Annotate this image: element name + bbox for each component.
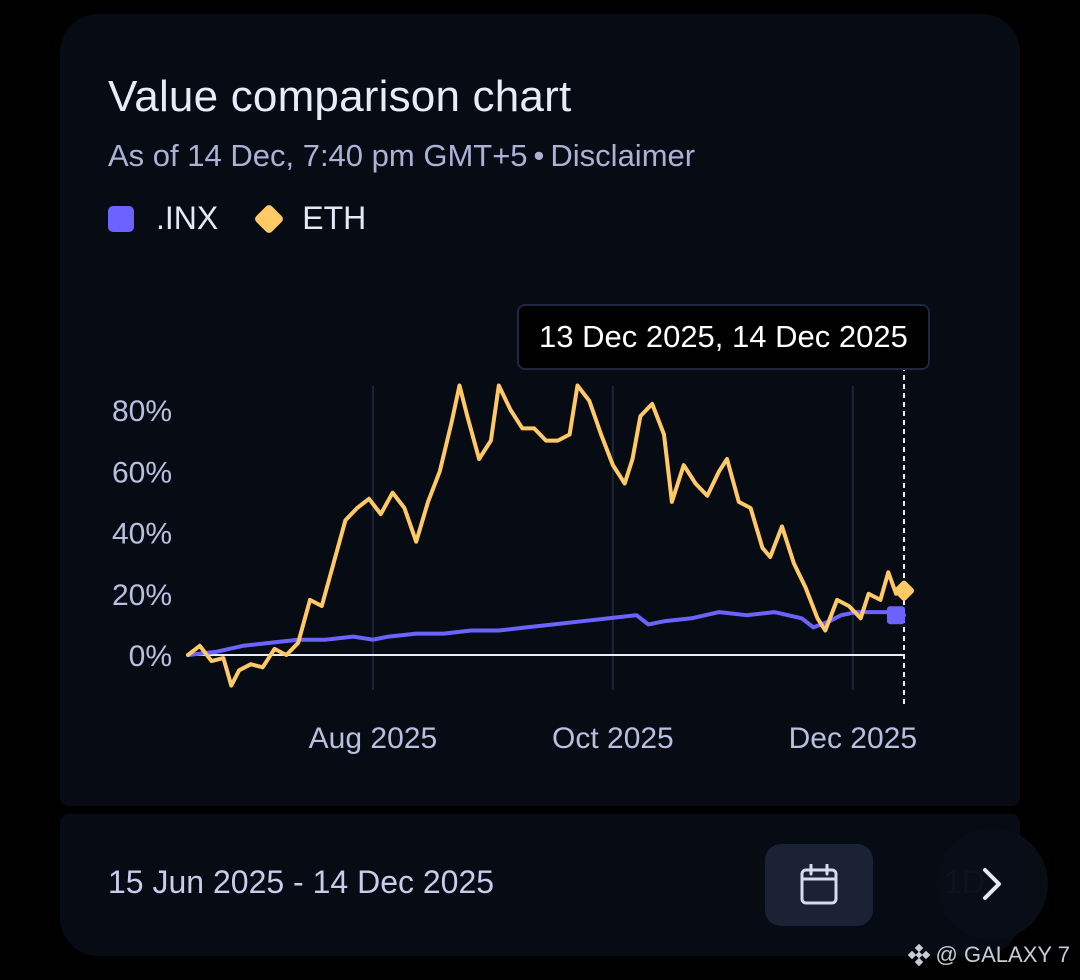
x-tick-label: Dec 2025	[789, 722, 917, 755]
binance-logo-icon	[907, 944, 930, 966]
subtitle-separator: •	[533, 138, 545, 173]
chart-card	[60, 14, 1020, 806]
disclaimer-link[interactable]: Disclaimer	[550, 138, 696, 173]
series-line-eth	[186, 383, 906, 688]
chart-title: Value comparison chart	[108, 72, 572, 121]
chart-tooltip: 13 Dec 2025, 14 Dec 2025	[517, 304, 930, 370]
y-tick-label: 60%	[112, 456, 172, 489]
legend-item-eth[interactable]: ETH	[252, 200, 366, 237]
legend-label-inx: .INX	[156, 200, 219, 236]
watermark-text: @ GALAXY 7	[935, 942, 1070, 967]
eth-end-marker	[893, 580, 915, 601]
next-button[interactable]	[936, 828, 1048, 940]
inx-end-marker	[887, 606, 905, 625]
date-range-label: 15 Jun 2025 - 14 Dec 2025	[108, 864, 495, 900]
y-tick-label: 20%	[112, 579, 172, 612]
legend-item-inx[interactable]: .INX	[108, 200, 218, 237]
y-tick-label: 80%	[112, 395, 172, 428]
inx-square-icon	[108, 205, 134, 232]
chart-subtitle: As of 14 Dec, 7:40 pm GMT+5 • Disclaimer	[108, 138, 695, 174]
as-of-text: As of 14 Dec, 7:40 pm GMT+5	[108, 138, 528, 173]
calendar-icon	[800, 864, 838, 905]
legend-label-eth: ETH	[302, 200, 367, 236]
chevron-right-icon	[983, 868, 1001, 900]
y-tick-label: 0%	[129, 640, 172, 673]
x-tick-label: Oct 2025	[552, 722, 674, 755]
y-tick-label: 40%	[112, 518, 172, 551]
chart-legend: .INX ETH	[108, 200, 400, 237]
x-tick-label: Aug 2025	[309, 722, 437, 755]
watermark: @ GALAXY 7	[907, 942, 1070, 968]
calendar-button[interactable]	[765, 844, 873, 926]
